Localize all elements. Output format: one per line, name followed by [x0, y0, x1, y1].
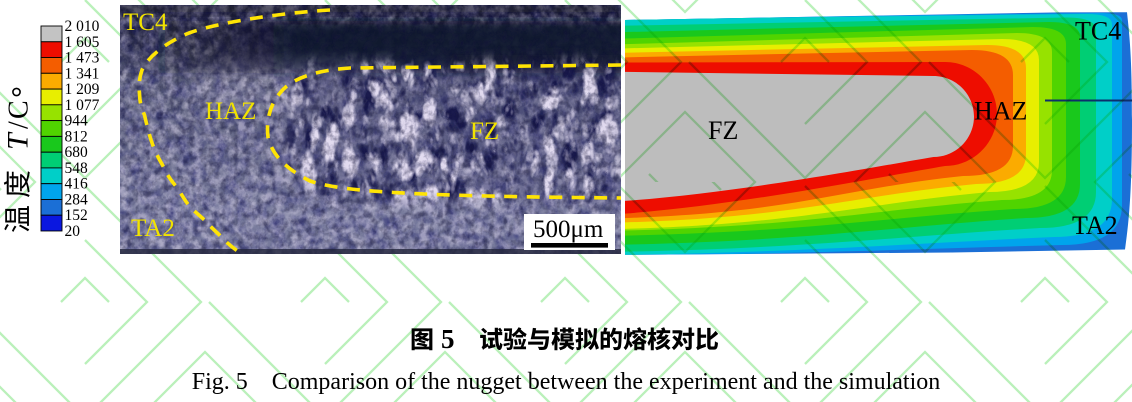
svg-text:HAZ: HAZ [974, 97, 1027, 126]
svg-text:HAZ: HAZ [205, 98, 256, 125]
svg-text:1 209: 1 209 [65, 81, 100, 98]
svg-text:1 341: 1 341 [65, 65, 100, 82]
svg-text:284: 284 [65, 192, 89, 209]
svg-text:FZ: FZ [470, 118, 499, 145]
svg-text:2 010: 2 010 [65, 18, 100, 35]
svg-text:944: 944 [65, 113, 89, 130]
svg-text:TC4: TC4 [123, 9, 168, 36]
svg-text:1 605: 1 605 [65, 34, 100, 51]
svg-text:500μm: 500μm [533, 216, 604, 243]
svg-text:1 077: 1 077 [65, 97, 100, 114]
svg-text:TA2: TA2 [131, 215, 175, 242]
svg-text:5: 5 [441, 324, 455, 354]
svg-text:812: 812 [65, 128, 88, 145]
svg-text:TA2: TA2 [1072, 211, 1118, 240]
svg-text:1 473: 1 473 [65, 50, 100, 67]
svg-text:C: C [4, 100, 35, 119]
svg-text:152: 152 [65, 207, 88, 224]
svg-text:680: 680 [65, 144, 89, 161]
svg-text:416: 416 [65, 176, 89, 193]
svg-text:20: 20 [65, 223, 81, 240]
svg-text:548: 548 [65, 160, 89, 177]
svg-text:TC4: TC4 [1075, 17, 1121, 46]
svg-text:FZ: FZ [708, 116, 738, 145]
svg-text:/: / [4, 121, 35, 129]
svg-text:T: T [2, 131, 35, 150]
